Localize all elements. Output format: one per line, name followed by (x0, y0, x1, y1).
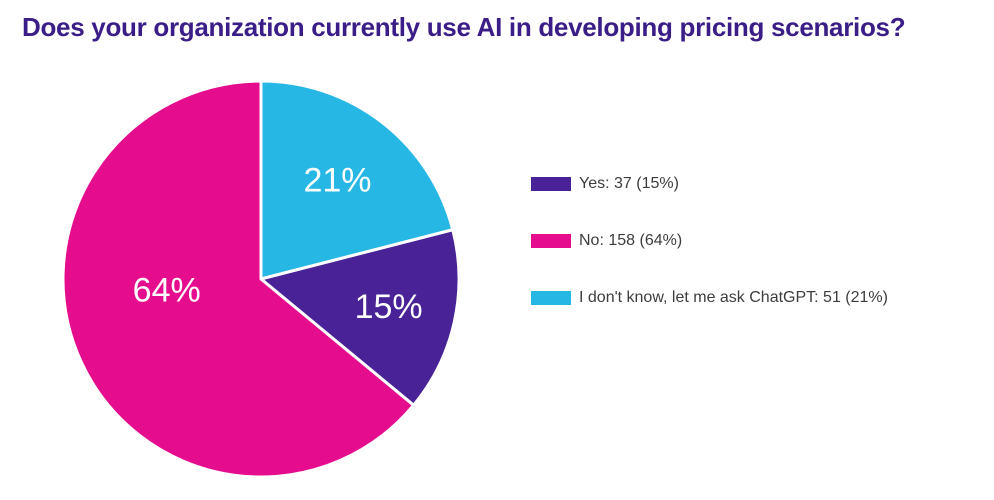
pie-chart: 21% 15% 64% (61, 79, 461, 479)
legend-label: Yes: 37 (15%) (579, 175, 679, 192)
legend: Yes: 37 (15%) No: 158 (64%) I don't know, … (531, 170, 888, 312)
legend-swatch (531, 177, 571, 191)
pie-slice-yes (259, 228, 461, 407)
pie-slice-no (61, 79, 416, 479)
legend-label: I don't know, let me ask ChatGPT: 51 (21… (579, 289, 888, 306)
pie-slice-idk (259, 79, 455, 281)
chart-title: Does your organization currently use AI … (22, 12, 906, 42)
legend-row: I don't know, let me ask ChatGPT: 51 (21… (531, 284, 888, 312)
legend-swatch (531, 291, 571, 305)
legend-row: No: 158 (64%) (531, 227, 888, 255)
pie-slice-label-idk: 21% (303, 161, 371, 199)
legend-swatch (531, 234, 571, 248)
pie-slice-label-yes: 15% (355, 288, 423, 326)
legend-label: No: 158 (64%) (579, 232, 683, 249)
pie-slice-label-no: 64% (133, 272, 201, 310)
legend-row: Yes: 37 (15%) (531, 170, 888, 198)
